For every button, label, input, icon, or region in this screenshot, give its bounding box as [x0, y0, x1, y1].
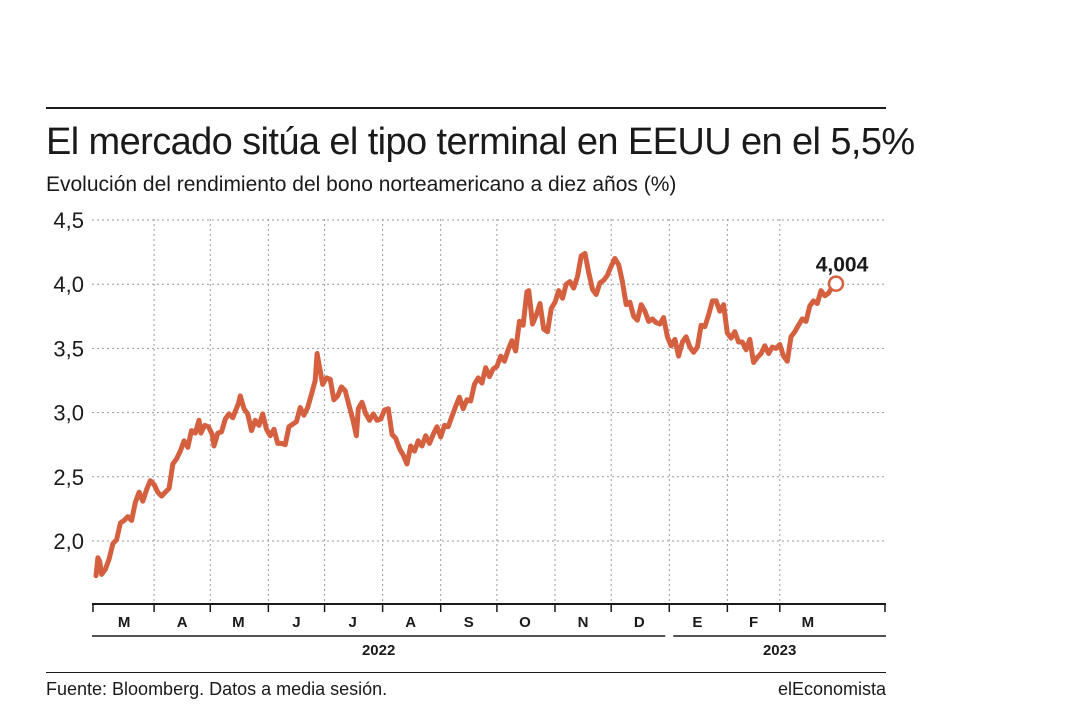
last-point-label: 4,004 [816, 254, 869, 277]
x-month-label: O [519, 614, 531, 631]
grid [92, 219, 886, 603]
x-year-label: 2022 [362, 642, 395, 659]
x-month-label: A [405, 614, 416, 631]
x-month-label: M [232, 614, 245, 631]
x-month-label: F [749, 614, 758, 631]
x-month-label: D [634, 614, 645, 631]
x-month-label: M [802, 614, 815, 631]
x-month-label: A [177, 614, 188, 631]
last-point-marker [827, 275, 845, 292]
x-month-label: J [292, 614, 300, 631]
x-month-label: J [348, 614, 356, 631]
y-tick-label: 3,0 [53, 401, 84, 426]
x-month-label: E [692, 614, 702, 631]
brand-name: elEconomista [777, 679, 886, 699]
y-tick-label: 3,5 [53, 336, 84, 361]
top-rule [46, 107, 886, 109]
y-tick-label: 2,5 [53, 465, 84, 490]
source-note: Fuente: Bloomberg. Datos a media sesión. [46, 679, 388, 699]
x-month-label: S [464, 614, 474, 631]
series-line [93, 250, 839, 579]
y-tick-label: 4,0 [53, 272, 84, 297]
y-tick-label: 4,5 [53, 208, 84, 233]
chart-title: El mercado sitúa el tipo terminal en EEU… [46, 121, 915, 163]
x-month-label: N [578, 614, 589, 631]
x-year-label: 2023 [763, 642, 796, 659]
axes: 2,0 2,5 3,0 3,5 4,0 4,5 M A M J J A S O N D E F M 2022 2023 [53, 208, 886, 659]
series: 4,004 [93, 250, 869, 579]
y-tick-label: 2,0 [53, 529, 84, 554]
x-month-label: M [118, 614, 131, 631]
bottom-rule [46, 672, 886, 673]
chart-subtitle: Evolución del rendimiento del bono norte… [46, 173, 677, 196]
